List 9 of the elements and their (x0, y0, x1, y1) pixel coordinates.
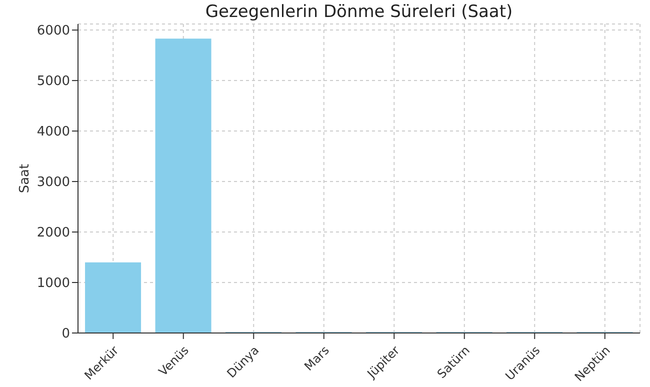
y-tick-label: 2000 (36, 226, 70, 241)
y-tick-label: 3000 (36, 175, 70, 190)
y-tick-label: 4000 (36, 124, 70, 140)
y-tick-label: 6000 (36, 24, 70, 39)
y-tick-label: 0 (62, 326, 70, 342)
y-tick-label: 5000 (36, 74, 70, 90)
chart-title: Gezegenlerin Dönme Süreleri (Saat) (204, 2, 514, 22)
y-tick-label: 1000 (36, 276, 70, 292)
y-axis-title: Saat (18, 164, 33, 194)
